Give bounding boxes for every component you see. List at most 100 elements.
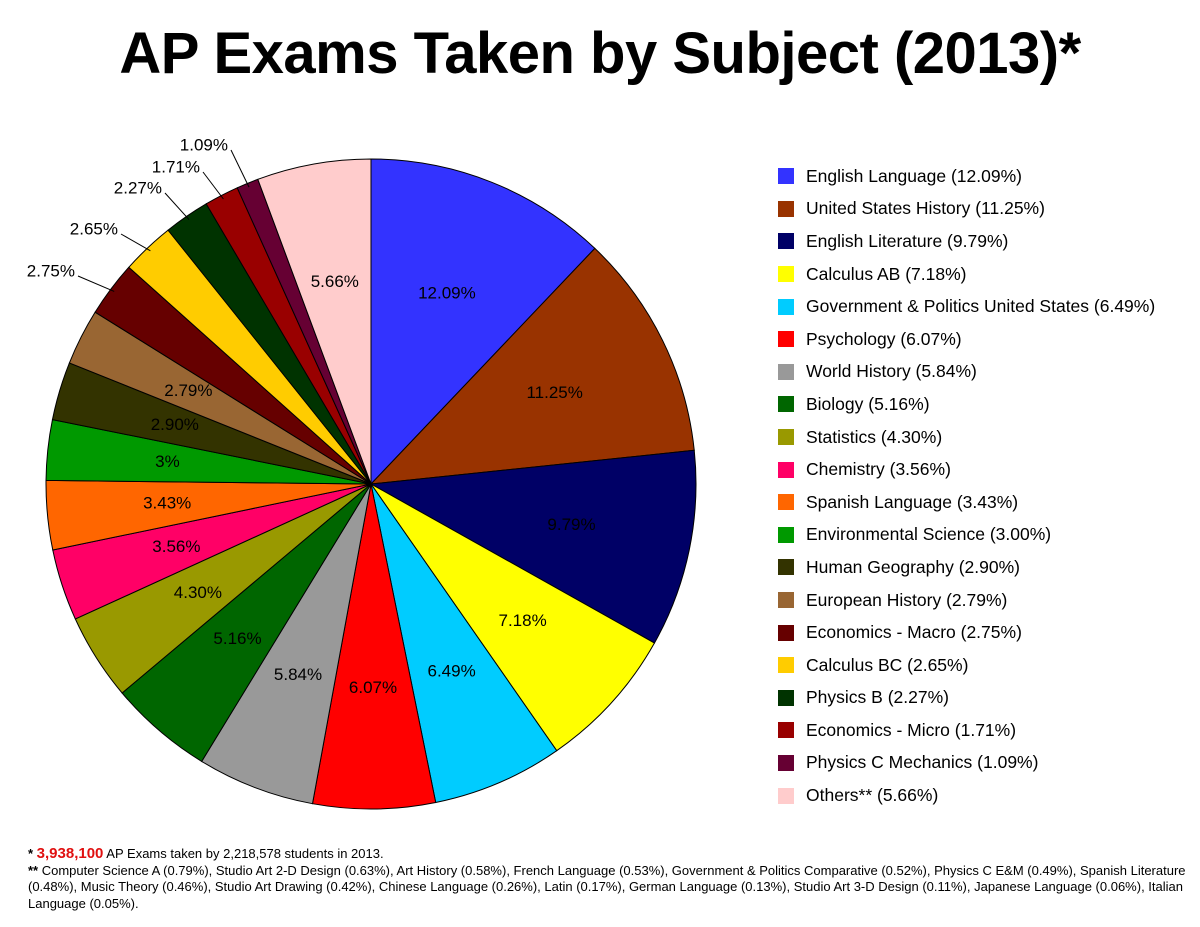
pie-slice-government-politics-united-states bbox=[370, 483, 558, 804]
pie-slices bbox=[45, 158, 697, 810]
legend-item: Statistics (4.30%) bbox=[778, 421, 1200, 454]
slice-label: 12.09% bbox=[418, 283, 476, 302]
slice-label: 5.66% bbox=[311, 272, 359, 291]
legend-item: Government & Politics United States (6.4… bbox=[778, 290, 1200, 323]
slice-label: 2.75% bbox=[27, 261, 75, 280]
legend-label: English Literature (9.79%) bbox=[806, 230, 1009, 251]
slice-label: 5.84% bbox=[274, 665, 322, 684]
leader-line bbox=[164, 192, 190, 220]
legend-swatch bbox=[778, 331, 794, 348]
slice-label: 5.16% bbox=[213, 629, 261, 648]
slice-label: 4.30% bbox=[174, 583, 222, 602]
legend-item: Economics - Micro (1.71%) bbox=[778, 714, 1200, 747]
legend-swatch bbox=[778, 689, 794, 706]
pie-slice-english-literature bbox=[369, 449, 697, 644]
footnotes: * 3,938,100 AP Exams taken by 2,218,578 … bbox=[28, 845, 1193, 912]
legend-item: Physics C Mechanics (1.09%) bbox=[778, 747, 1200, 780]
legend-swatch bbox=[778, 754, 794, 771]
slice-label: 2.79% bbox=[164, 381, 212, 400]
legend-swatch bbox=[778, 396, 794, 413]
legend-item: Physics B (2.27%) bbox=[778, 682, 1200, 715]
legend-swatch bbox=[778, 429, 794, 446]
legend-swatch bbox=[778, 592, 794, 609]
legend-label: World History (5.84%) bbox=[806, 361, 977, 382]
legend-label: Environmental Science (3.00%) bbox=[806, 524, 1052, 545]
legend-label: Physics B (2.27%) bbox=[806, 687, 949, 708]
legend-item: Biology (5.16%) bbox=[778, 388, 1200, 421]
legend-swatch bbox=[778, 200, 794, 217]
slice-label: 6.07% bbox=[349, 678, 397, 697]
total-exams-count: 3,938,100 bbox=[36, 845, 104, 862]
legend-label: English Language (12.09%) bbox=[806, 165, 1022, 186]
pie-slice-united-states-history bbox=[369, 247, 695, 485]
legend-item: European History (2.79%) bbox=[778, 584, 1200, 617]
leader-line bbox=[202, 171, 224, 200]
legend-item: World History (5.84%) bbox=[778, 356, 1200, 389]
slice-label: 7.18% bbox=[498, 611, 546, 630]
legend-item: Others** (5.66%) bbox=[778, 779, 1200, 812]
legend-label: Others** (5.66%) bbox=[806, 785, 939, 806]
slice-label: 3% bbox=[155, 452, 180, 471]
legend-item: English Language (12.09%) bbox=[778, 160, 1200, 193]
legend-swatch bbox=[778, 233, 794, 250]
legend-label: Economics - Macro (2.75%) bbox=[806, 622, 1022, 643]
legend-item: English Literature (9.79%) bbox=[778, 225, 1200, 258]
legend-label: Psychology (6.07%) bbox=[806, 328, 962, 349]
legend-swatch bbox=[778, 168, 794, 185]
slice-label: 3.56% bbox=[152, 537, 200, 556]
leader-line bbox=[120, 233, 151, 252]
footnote-others: ** Computer Science A (0.79%), Studio Ar… bbox=[28, 862, 1186, 911]
legend-swatch bbox=[778, 624, 794, 641]
footnote-total: * 3,938,100 AP Exams taken by 2,218,578 … bbox=[28, 845, 384, 862]
legend-swatch bbox=[778, 526, 794, 543]
legend-item: Human Geography (2.90%) bbox=[778, 551, 1200, 584]
legend-swatch bbox=[778, 298, 794, 315]
slice-labels: 12.09% 11.25% 9.79% 7.18% 6.49% 6.07% 5.84% 5.1… bbox=[27, 135, 596, 697]
legend-label: Human Geography (2.90%) bbox=[806, 556, 1020, 577]
legend-label: Calculus BC (2.65%) bbox=[806, 654, 969, 675]
chart-title: AP Exams Taken by Subject (2013)* bbox=[119, 21, 1081, 86]
legend-swatch bbox=[778, 787, 794, 804]
slice-label: 2.65% bbox=[70, 219, 118, 238]
pie-chart: 12.09% 11.25% 9.79% 7.18% 6.49% 6.07% 5.84% 5.1… bbox=[27, 135, 697, 810]
legend-label: Chemistry (3.56%) bbox=[806, 459, 951, 480]
slice-label: 2.27% bbox=[114, 178, 162, 197]
legend-label: United States History (11.25%) bbox=[806, 198, 1045, 219]
leader-line bbox=[230, 149, 250, 188]
pie-slice-calculus-ab bbox=[370, 483, 656, 752]
legend-label: Statistics (4.30%) bbox=[806, 426, 943, 447]
legend-item: Chemistry (3.56%) bbox=[778, 453, 1200, 486]
pie-slice-english-language bbox=[370, 158, 596, 486]
legend-label: Biology (5.16%) bbox=[806, 393, 930, 414]
slice-label: 1.71% bbox=[152, 157, 200, 176]
chart-legend: English Language (12.09%) United States H… bbox=[778, 160, 1200, 812]
legend-item: Economics - Macro (2.75%) bbox=[778, 616, 1200, 649]
legend-item: Calculus BC (2.65%) bbox=[778, 649, 1200, 682]
legend-label: European History (2.79%) bbox=[806, 589, 1008, 610]
slice-label: 6.49% bbox=[427, 662, 475, 681]
leader-lines bbox=[77, 149, 250, 292]
legend-swatch bbox=[778, 494, 794, 511]
legend-swatch bbox=[778, 722, 794, 739]
slice-label: 1.09% bbox=[180, 135, 228, 154]
slice-label: 2.90% bbox=[151, 415, 199, 434]
legend-label: Spanish Language (3.43%) bbox=[806, 491, 1019, 512]
legend-label: Government & Politics United States (6.4… bbox=[806, 296, 1156, 317]
legend-item: Psychology (6.07%) bbox=[778, 323, 1200, 356]
slice-label: 11.25% bbox=[526, 383, 582, 402]
pie-slice-psychology bbox=[311, 483, 437, 810]
legend-swatch bbox=[778, 657, 794, 674]
legend-item: Calculus AB (7.18%) bbox=[778, 258, 1200, 291]
legend-swatch bbox=[778, 363, 794, 380]
pie-slice-others bbox=[257, 158, 372, 485]
legend-swatch bbox=[778, 461, 794, 478]
leader-line bbox=[77, 275, 115, 292]
legend-label: Physics C Mechanics (1.09%) bbox=[806, 752, 1039, 773]
legend-label: Calculus AB (7.18%) bbox=[806, 263, 967, 284]
legend-item: Environmental Science (3.00%) bbox=[778, 519, 1200, 552]
legend-swatch bbox=[778, 559, 794, 576]
legend-item: United States History (11.25%) bbox=[778, 193, 1200, 226]
legend-item: Spanish Language (3.43%) bbox=[778, 486, 1200, 519]
legend-swatch bbox=[778, 266, 794, 283]
slice-label: 3.43% bbox=[143, 493, 191, 512]
